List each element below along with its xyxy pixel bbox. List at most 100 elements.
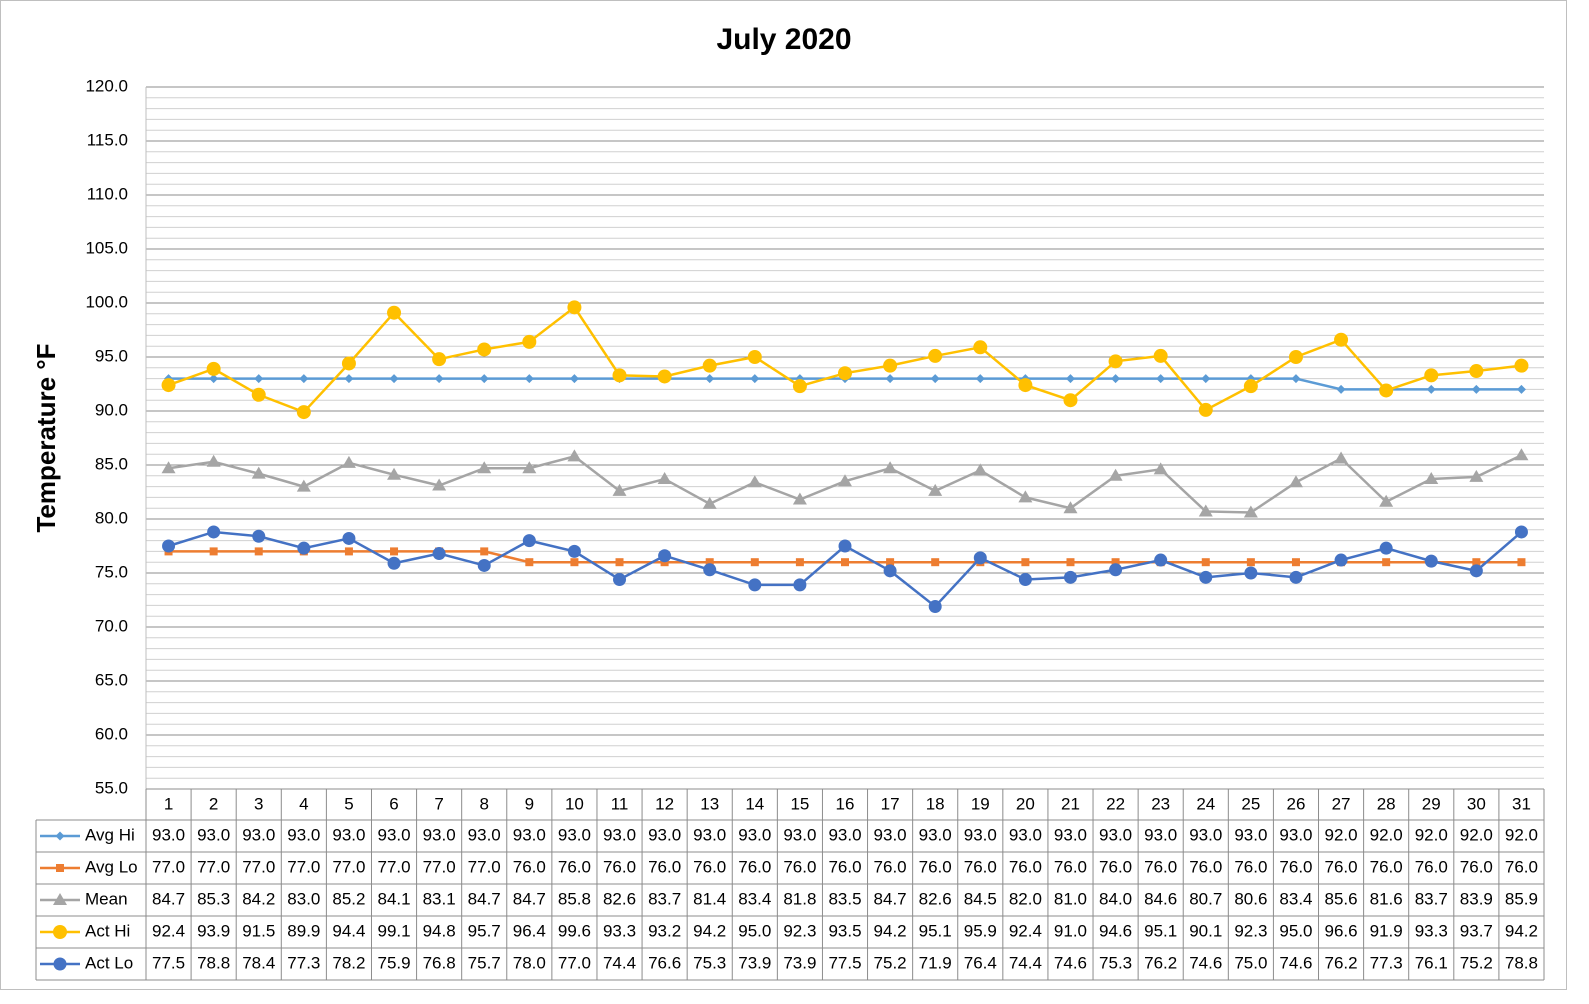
- legend-label: Avg Lo: [85, 857, 138, 876]
- data-point: [612, 483, 627, 496]
- data-point: [1201, 374, 1211, 384]
- x-tick-label: 7: [434, 794, 443, 813]
- x-tick-label: 4: [299, 794, 308, 813]
- data-point: [841, 558, 849, 567]
- table-value: 91.0: [1054, 921, 1087, 940]
- data-point: [206, 454, 221, 467]
- table-value: 94.6: [1099, 921, 1132, 940]
- x-tick-label: 30: [1467, 794, 1486, 813]
- table-value: 85.2: [332, 889, 365, 908]
- y-tick-label: 105.0: [85, 238, 128, 257]
- data-point: [1063, 393, 1078, 408]
- data-point: [162, 539, 176, 553]
- x-tick-label: 6: [389, 794, 398, 813]
- data-point: [480, 547, 489, 556]
- x-tick-label: 17: [881, 794, 900, 813]
- table-value: 93.0: [558, 825, 591, 844]
- data-point: [344, 374, 354, 384]
- data-point: [1065, 374, 1075, 384]
- data-point: [1336, 384, 1346, 394]
- table-value: 75.3: [693, 953, 726, 972]
- data-point: [975, 374, 985, 384]
- table-value: 93.0: [287, 825, 320, 844]
- table-value: 93.0: [648, 825, 681, 844]
- chart-border: [0, 0, 1567, 990]
- table-value: 94.4: [332, 921, 365, 940]
- data-point: [1514, 448, 1529, 461]
- legend-label: Mean: [85, 889, 128, 908]
- data-point: [1018, 572, 1032, 586]
- table-value: 77.0: [423, 857, 456, 876]
- y-tick-label: 110.0: [87, 184, 128, 203]
- data-point: [432, 547, 446, 561]
- table-value: 94.2: [1505, 921, 1538, 940]
- table-value: 93.0: [603, 825, 636, 844]
- table-value: 74.6: [1189, 953, 1222, 972]
- table-value: 75.2: [874, 953, 907, 972]
- data-point: [883, 358, 898, 373]
- table-value: 76.0: [1144, 857, 1177, 876]
- table-value: 78.0: [513, 953, 546, 972]
- table-value: 76.0: [1054, 857, 1087, 876]
- y-tick-label: 95.0: [95, 346, 128, 365]
- data-point: [1469, 469, 1484, 482]
- table-value: 92.0: [1325, 825, 1358, 844]
- table-value: 75.3: [1099, 953, 1132, 972]
- table-value: 84.6: [1144, 889, 1177, 908]
- table-value: 76.0: [874, 857, 907, 876]
- table-value: 81.8: [783, 889, 816, 908]
- data-point: [524, 374, 534, 384]
- data-point: [928, 348, 943, 363]
- data-point: [161, 378, 176, 393]
- table-value: 78.8: [1505, 953, 1538, 972]
- x-tick-label: 25: [1241, 794, 1260, 813]
- data-point: [522, 534, 536, 548]
- table-value: 76.0: [919, 857, 952, 876]
- table-value: 93.9: [197, 921, 230, 940]
- table-value: 73.9: [738, 953, 771, 972]
- data-point: [615, 558, 624, 567]
- table-value: 93.0: [468, 825, 501, 844]
- data-point: [209, 547, 218, 556]
- data-point: [387, 305, 402, 320]
- data-point: [930, 374, 940, 384]
- data-point: [161, 461, 176, 474]
- table-value: 76.0: [1370, 857, 1403, 876]
- table-value: 76.0: [1189, 857, 1222, 876]
- table-value: 77.5: [152, 953, 185, 972]
- table-value: 76.0: [513, 857, 546, 876]
- y-tick-label: 70.0: [95, 616, 128, 635]
- table-value: 76.8: [423, 953, 456, 972]
- table-value: 91.9: [1370, 921, 1403, 940]
- table-value: 93.2: [648, 921, 681, 940]
- table-value: 89.9: [287, 921, 320, 940]
- data-point: [931, 558, 940, 567]
- table-value: 92.0: [1505, 825, 1538, 844]
- table-value: 83.0: [287, 889, 320, 908]
- data-point: [1514, 525, 1528, 539]
- x-tick-label: 2: [209, 794, 218, 813]
- data-point: [1291, 374, 1301, 384]
- data-point: [522, 334, 537, 349]
- legend-label: Avg Hi: [85, 825, 135, 844]
- data-point: [1156, 374, 1166, 384]
- table-value: 93.0: [1279, 825, 1312, 844]
- data-point: [1472, 558, 1481, 567]
- table-value: 77.0: [558, 953, 591, 972]
- data-point: [297, 541, 311, 555]
- table-value: 83.9: [1460, 889, 1493, 908]
- table-value: 85.3: [197, 889, 230, 908]
- x-tick-label: 15: [790, 794, 809, 813]
- table-value: 76.0: [558, 857, 591, 876]
- data-point: [389, 374, 399, 384]
- data-point: [928, 483, 943, 496]
- data-point: [341, 455, 356, 468]
- y-tick-label: 85.0: [95, 454, 128, 473]
- table-value: 78.2: [332, 953, 365, 972]
- table-value: 93.0: [242, 825, 275, 844]
- data-point: [206, 361, 221, 376]
- y-tick-label: 60.0: [95, 724, 128, 743]
- table-value: 95.1: [1144, 921, 1177, 940]
- data-point: [792, 379, 807, 394]
- data-point: [838, 539, 852, 553]
